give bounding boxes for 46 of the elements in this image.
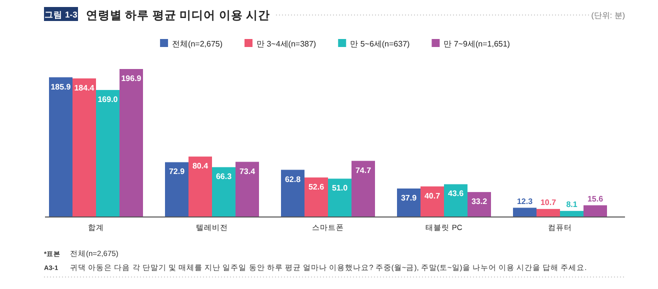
data-label: 15.6 [587, 194, 604, 204]
bar [444, 184, 468, 217]
data-label: 169.0 [98, 94, 118, 104]
data-label: 185.9 [50, 82, 72, 92]
bar [96, 90, 120, 217]
data-label: 80.4 [192, 162, 209, 171]
bar [584, 205, 607, 217]
bar [352, 160, 375, 217]
data-label: 8.1 [566, 200, 578, 209]
data-label: 40.7 [424, 191, 441, 200]
bar [120, 69, 143, 217]
data-label: 10.7 [540, 198, 557, 207]
bar [281, 170, 304, 217]
caption: 그림 1-3 [44, 10, 78, 20]
bar [212, 167, 236, 217]
bar [397, 188, 420, 217]
legend-label: 만 5~6세(n=637) [350, 40, 410, 48]
data-label: 33.2 [471, 197, 488, 206]
data-label: 51.0 [332, 184, 348, 193]
data-label: 184.4 [74, 83, 95, 92]
bar [49, 77, 72, 217]
chart-subtitle: (단위: 분) [591, 11, 626, 20]
data-label: 196.9 [121, 74, 142, 83]
data-label: 74.7 [355, 166, 372, 175]
bar [536, 208, 560, 217]
data-label: 62.8 [284, 174, 302, 184]
data-label: 43.6 [448, 189, 464, 198]
data-label: 73.4 [239, 166, 256, 176]
bar [188, 156, 212, 217]
bar [72, 78, 96, 217]
legend-label: 만 3~4세(n=387) [256, 40, 316, 48]
bar [165, 162, 188, 217]
data-label: 72.9 [168, 167, 186, 176]
legend-label: 만 7~9세(n=1,651) [444, 40, 510, 48]
bar [420, 186, 444, 217]
data-label: 66.3 [216, 172, 232, 182]
bar [513, 208, 536, 217]
bar [560, 210, 584, 217]
data-label: 52.6 [308, 182, 325, 192]
legend-label: 전체(n=2,675) [172, 40, 223, 48]
data-label: 37.9 [400, 194, 418, 203]
bar [236, 162, 259, 217]
chart-title: 연령별 하루 평균 미디어 이용 시간 [86, 9, 270, 22]
data-label: 12.3 [516, 196, 534, 206]
bar [304, 177, 328, 217]
bar [328, 178, 352, 217]
